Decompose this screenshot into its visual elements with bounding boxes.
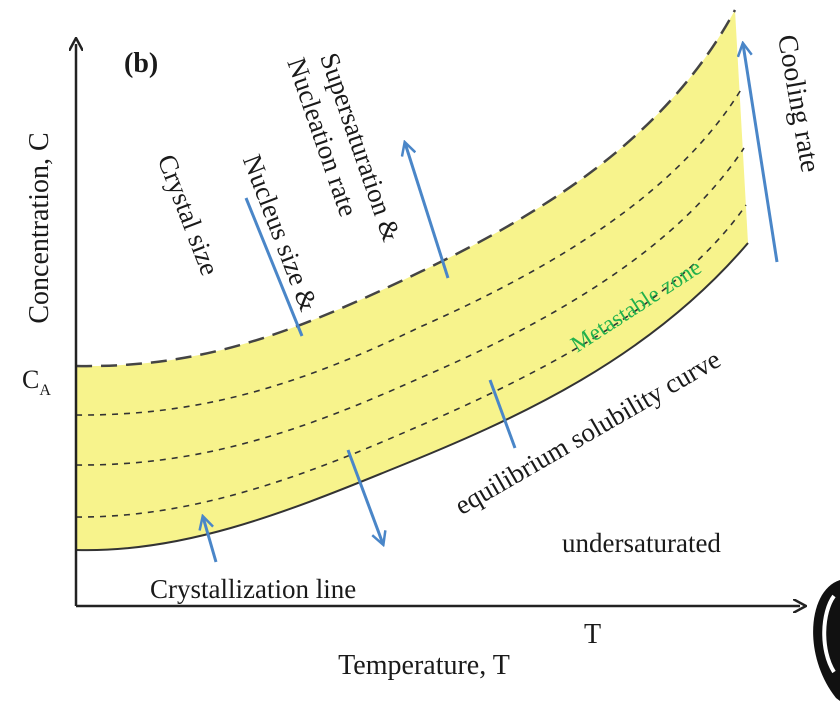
metastable-zone-band	[76, 10, 748, 551]
intermediate-curve-1	[75, 87, 743, 416]
supersolubility-curve	[75, 9, 737, 368]
y-axis-title: Concentration, C	[24, 132, 55, 323]
arrow-crystallization-line	[203, 517, 218, 563]
panel-label: (b)	[124, 48, 158, 79]
intermediate-curve-3	[75, 204, 747, 518]
crystal-size-label-text: Crystal size	[152, 150, 225, 279]
solubility-curve	[75, 242, 749, 552]
arrow-down-metastable	[346, 449, 383, 544]
arrow-supersaturation	[405, 143, 450, 279]
x-tick-label: T	[584, 619, 601, 650]
cooling-rate-label: Cooling rate	[771, 32, 826, 174]
y-tick-subscript: A	[39, 382, 51, 399]
intermediate-curve-2	[75, 147, 745, 466]
arrow-cooling-rate	[743, 44, 779, 263]
nucleus-size-label: Nucleus size &	[237, 150, 324, 315]
cropped-edge-graphic	[813, 580, 840, 701]
arrow-nucleus-size	[244, 197, 304, 337]
arrow-solubility-pointer	[488, 379, 517, 449]
x-axis-title: Temperature, T	[338, 650, 510, 681]
crystallization-line-label: Crystallization line	[150, 574, 356, 604]
y-tick-label: CA	[22, 365, 51, 399]
undersaturated-label: undersaturated	[562, 528, 721, 558]
